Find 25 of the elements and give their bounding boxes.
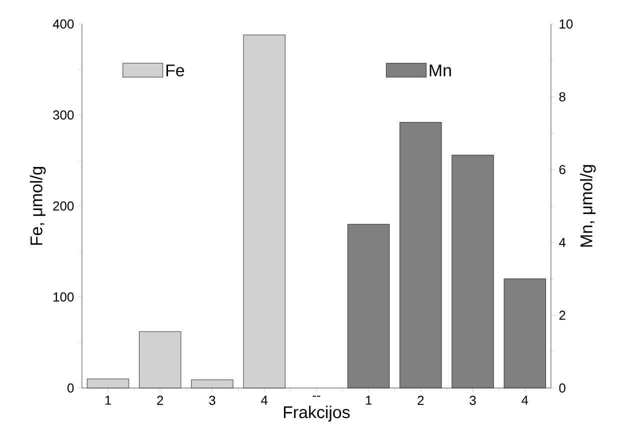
y-tick-label: 400 <box>52 19 74 29</box>
legend-label: Mn <box>430 64 451 76</box>
y2-tick-label: 6 <box>559 165 566 174</box>
y-tick-label: 200 <box>53 201 74 211</box>
x-tick-label: -- <box>312 396 320 397</box>
x-tick-label: 3 <box>209 396 216 405</box>
y2-axis-title: Mn, μmol/g <box>580 165 596 247</box>
x-tick-label: 2 <box>157 396 164 405</box>
y2-tick-label: 2 <box>559 310 566 320</box>
x-tick-label: 1 <box>105 396 111 405</box>
x-tick-label: 4 <box>522 396 528 405</box>
y-tick-label: 0 <box>67 383 74 393</box>
x-tick-label: 3 <box>470 396 476 405</box>
y2-tick-label: 10 <box>560 19 573 29</box>
y2-tick-label: 4 <box>559 238 566 247</box>
y-axis-title: Fe, μmol/g <box>30 166 46 245</box>
x-tick-label: 2 <box>418 396 424 405</box>
x-tick-label: 1 <box>366 396 372 405</box>
legend-label: Fe <box>166 64 184 76</box>
y2-tick-label: 0 <box>559 383 566 393</box>
x-axis-title: Frakcijos <box>284 406 350 422</box>
y-tick-label: 300 <box>53 110 74 120</box>
x-tick-label: 4 <box>261 396 268 405</box>
y-tick-label: 100 <box>54 292 74 302</box>
y2-tick-label: 8 <box>559 92 566 102</box>
